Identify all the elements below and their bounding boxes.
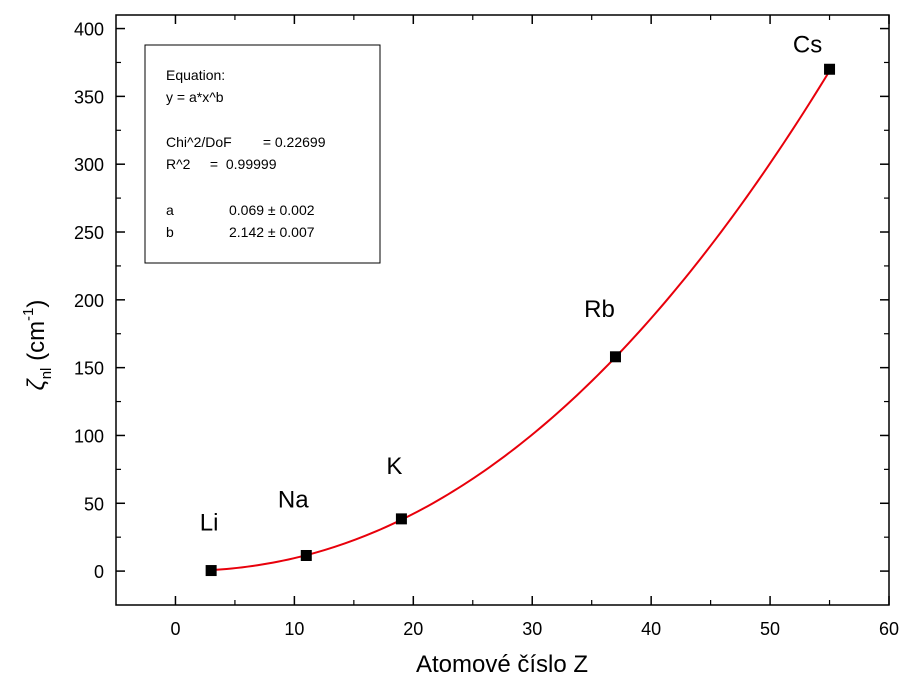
y-tick-label: 0 — [94, 562, 104, 582]
point-labels: Li Na K Rb Cs — [200, 31, 822, 536]
x-tick-label: 20 — [403, 619, 423, 639]
plot-area — [115, 14, 890, 606]
fit-results-box: Equation: y = a*x^b Chi^2/DoF = 0.22699 … — [144, 44, 381, 264]
x-tick-label: 50 — [760, 619, 780, 639]
fit-equation-title: Equation: — [166, 67, 225, 83]
axis-ticks — [116, 15, 890, 605]
fit-param-a-name: a — [166, 202, 174, 218]
x-tick-label: 10 — [284, 619, 304, 639]
x-axis-label: Atomové číslo Z — [416, 651, 588, 678]
data-markers — [205, 63, 836, 577]
data-point-k — [395, 513, 407, 525]
y-tick-label: 250 — [74, 223, 104, 243]
fit-param-a-value: 0.069 ± 0.002 — [229, 202, 315, 218]
y-axis-label: ζnl (cm-1) — [20, 300, 55, 391]
fit-equation-formula: y = a*x^b — [166, 89, 224, 105]
x-tick-label: 0 — [170, 619, 180, 639]
fit-chi-square: Chi^2/DoF = 0.22699 — [166, 134, 326, 150]
fit-curve — [211, 70, 831, 572]
fit-param-b-name: b — [166, 224, 174, 240]
data-point-rb — [609, 351, 621, 363]
point-label-rb: Rb — [584, 296, 615, 323]
point-label-li: Li — [200, 510, 219, 537]
fit-param-b-value: 2.142 ± 0.007 — [229, 224, 315, 240]
y-tick-label: 50 — [84, 494, 104, 514]
y-tick-label: 100 — [74, 426, 104, 446]
point-label-k: K — [386, 453, 402, 480]
data-point-na — [300, 549, 312, 561]
x-tick-labels: 0 10 20 30 40 50 60 — [170, 619, 899, 639]
y-tick-label: 300 — [74, 155, 104, 175]
data-point-li — [205, 565, 217, 577]
y-tick-label: 400 — [74, 20, 104, 40]
y-tick-label: 150 — [74, 359, 104, 379]
x-tick-label: 40 — [641, 619, 661, 639]
x-tick-label: 60 — [879, 619, 899, 639]
y-tick-label: 200 — [74, 291, 104, 311]
x-tick-label: 30 — [522, 619, 542, 639]
point-label-cs: Cs — [793, 31, 822, 58]
fit-r-square: R^2 = 0.99999 — [166, 156, 277, 172]
point-label-na: Na — [278, 486, 309, 513]
data-point-cs — [824, 63, 836, 75]
y-tick-labels: 0 50 100 150 200 250 300 350 400 — [74, 20, 104, 583]
y-tick-label: 350 — [74, 87, 104, 107]
